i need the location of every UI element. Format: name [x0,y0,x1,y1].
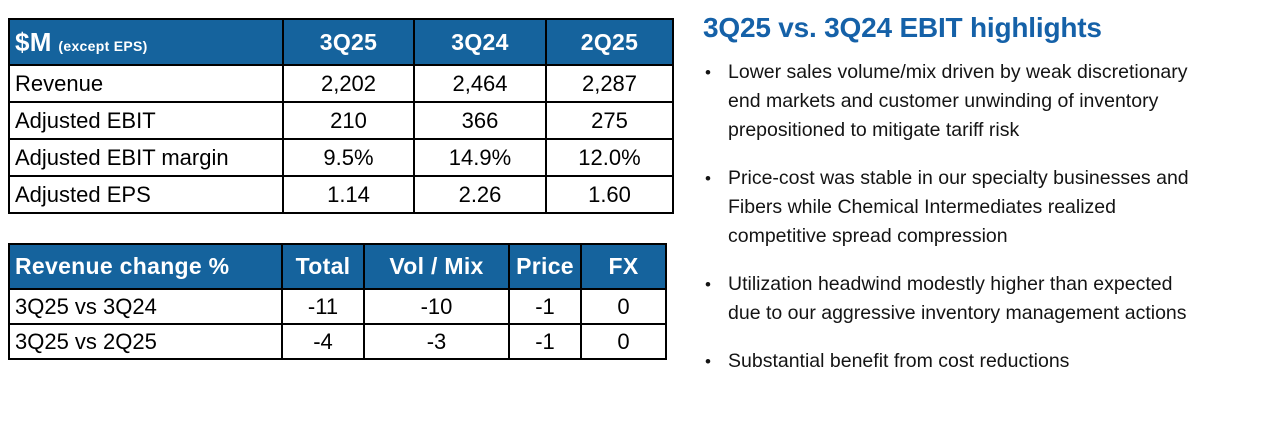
table-row-3q25-vs-2q25: 3Q25 vs 2Q25 -4 -3 -1 0 [8,323,667,360]
bullet-icon: • [705,352,711,371]
column-header-fx: FX [580,243,667,290]
unit-note: (except EPS) [58,37,148,54]
cell-value: -10 [363,288,510,325]
table-header-row: $M (except EPS) 3Q25 3Q24 2Q25 [8,18,674,66]
cell-value: 2.26 [413,175,547,214]
bullet-text: Price-cost was stable in our specialty b… [728,167,1189,247]
cell-value: 1.60 [545,175,674,214]
cell-value: 366 [413,101,547,140]
cell-value: 12.0% [545,138,674,177]
list-item: • Lower sales volume/mix driven by weak … [705,58,1210,145]
column-header-2q25: 2Q25 [545,18,674,66]
bullet-text: Lower sales volume/mix driven by weak di… [728,61,1188,141]
cell-value: 0 [580,323,667,360]
revenue-change-title-cell: Revenue change % [8,243,283,290]
table-row-adjusted-ebit-margin: Adjusted EBIT margin 9.5% 14.9% 12.0% [8,138,674,177]
cell-value: 1.14 [282,175,415,214]
list-item: • Substantial benefit from cost reductio… [705,347,1210,376]
list-item: • Utilization headwind modestly higher t… [705,270,1210,328]
unit-header-cell: $M (except EPS) [8,18,284,66]
table-row-adjusted-ebit: Adjusted EBIT 210 366 275 [8,101,674,140]
bullet-icon: • [705,169,711,188]
row-label: 3Q25 vs 3Q24 [8,288,283,325]
cell-value: 2,287 [545,64,674,103]
cell-value: 2,464 [413,64,547,103]
cell-value: 210 [282,101,415,140]
bullet-icon: • [705,275,711,294]
row-label: Adjusted EBIT margin [8,138,284,177]
revenue-change-table: Revenue change % Total Vol / Mix Price F… [8,243,667,360]
cell-value: 14.9% [413,138,547,177]
row-label: Adjusted EPS [8,175,284,214]
table-row-3q25-vs-3q24: 3Q25 vs 3Q24 -11 -10 -1 0 [8,288,667,325]
row-label: 3Q25 vs 2Q25 [8,323,283,360]
unit-label: $M [15,26,52,57]
cell-value: 9.5% [282,138,415,177]
row-label: Adjusted EBIT [8,101,284,140]
financial-summary-table: $M (except EPS) 3Q25 3Q24 2Q25 Revenue 2… [8,18,674,214]
column-header-3q24: 3Q24 [413,18,547,66]
cell-value: -11 [281,288,365,325]
bullet-text: Utilization headwind modestly higher tha… [728,273,1187,324]
cell-value: 2,202 [282,64,415,103]
table-row-revenue: Revenue 2,202 2,464 2,287 [8,64,674,103]
cell-value: 0 [580,288,667,325]
column-header-vol-mix: Vol / Mix [363,243,510,290]
cell-value: -3 [363,323,510,360]
cell-value: -1 [508,323,582,360]
column-header-3q25: 3Q25 [282,18,415,66]
highlights-title: 3Q25 vs. 3Q24 EBIT highlights [703,12,1102,43]
table-header-row: Revenue change % Total Vol / Mix Price F… [8,243,667,290]
cell-value: -1 [508,288,582,325]
column-header-price: Price [508,243,582,290]
column-header-total: Total [281,243,365,290]
highlights-bullet-list: • Lower sales volume/mix driven by weak … [705,58,1210,395]
row-label: Revenue [8,64,284,103]
bullet-text: Substantial benefit from cost reductions [728,350,1070,372]
cell-value: 275 [545,101,674,140]
list-item: • Price-cost was stable in our specialty… [705,164,1210,251]
cell-value: -4 [281,323,365,360]
bullet-icon: • [705,63,711,82]
table-row-adjusted-eps: Adjusted EPS 1.14 2.26 1.60 [8,175,674,214]
